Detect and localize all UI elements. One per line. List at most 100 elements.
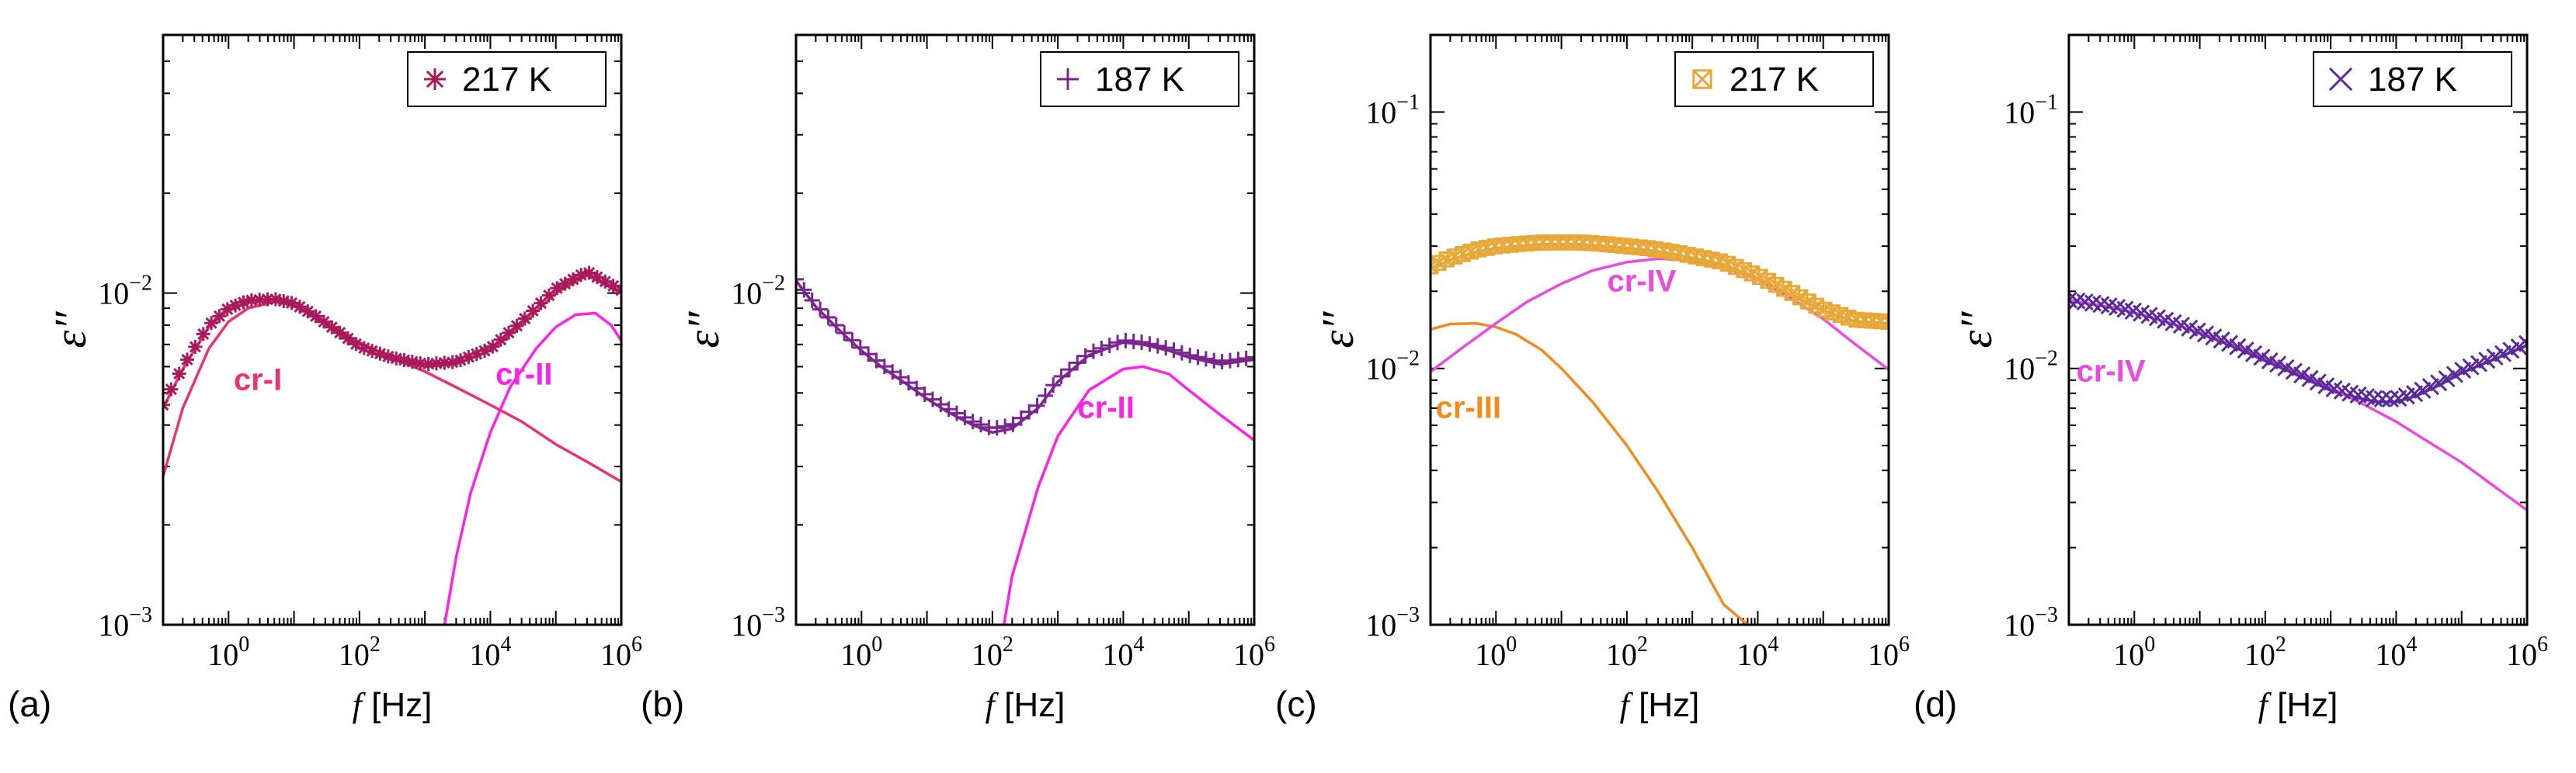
y-tick-label: 10−2 bbox=[2004, 347, 2058, 386]
data-point bbox=[957, 409, 973, 425]
data-point bbox=[2446, 366, 2463, 383]
data-point bbox=[2518, 335, 2527, 352]
data-point bbox=[949, 405, 965, 421]
data-point bbox=[1246, 349, 1254, 366]
data-point bbox=[1021, 404, 1038, 420]
x-tick-label: 104 bbox=[1736, 633, 1778, 672]
panel-letter: (a) bbox=[8, 684, 51, 724]
data-point bbox=[1149, 338, 1166, 354]
data-point bbox=[933, 397, 949, 413]
annotation-cr-iii: cr-III bbox=[1436, 391, 1501, 425]
data-point bbox=[1173, 345, 1190, 361]
data-point bbox=[1800, 293, 1816, 310]
data-point bbox=[1431, 258, 1439, 275]
x-axis-title: f [Hz] bbox=[353, 686, 433, 724]
data-point bbox=[2381, 390, 2400, 408]
data-point bbox=[812, 301, 829, 317]
panel-d: 100 102 104 106 10−3 10−2 10−1 cr-IV 187 K f [Hz]… bbox=[1914, 33, 2548, 724]
legend-label: 217 K bbox=[1730, 61, 1819, 99]
data-point bbox=[1134, 334, 1150, 350]
x-axis-title: f [Hz] bbox=[2258, 686, 2338, 724]
x-tick-label: 100 bbox=[2113, 633, 2155, 672]
data-point bbox=[1784, 285, 1801, 301]
y-tick-label: 10−2 bbox=[1365, 347, 1420, 386]
data-point bbox=[1880, 314, 1889, 330]
data-point bbox=[796, 282, 812, 298]
data-point bbox=[997, 418, 1013, 435]
y-tick-label: 10−1 bbox=[1365, 90, 1420, 130]
data-point bbox=[1053, 368, 1069, 384]
data-point bbox=[1158, 340, 1174, 356]
panel-letter: (c) bbox=[1275, 684, 1317, 724]
data-point bbox=[796, 271, 804, 287]
y-tick-label: 10−3 bbox=[98, 603, 152, 643]
data-point bbox=[1029, 397, 1045, 414]
data-point bbox=[885, 364, 901, 380]
legend-label: 217 K bbox=[462, 61, 551, 99]
x-tick-label: 106 bbox=[600, 633, 642, 672]
data-point bbox=[1061, 362, 1077, 378]
data-point bbox=[940, 401, 957, 418]
annotation-cr-ii: cr-II bbox=[495, 357, 552, 391]
data-point bbox=[900, 375, 916, 391]
y-tick-label: 10−3 bbox=[1365, 603, 1420, 643]
data-point bbox=[909, 380, 925, 397]
data-point bbox=[868, 352, 885, 369]
data-point bbox=[2438, 370, 2456, 388]
fit-curves bbox=[796, 279, 1254, 625]
x-tick-label: 102 bbox=[972, 633, 1013, 672]
legend: 187 K bbox=[1040, 51, 1239, 107]
panel-a: 100 102 104 106 10−3 10−2 cr-I cr-II 217 K f [Hz]… bbox=[8, 33, 642, 724]
data-point bbox=[325, 320, 339, 335]
legend-marker bbox=[2328, 67, 2353, 92]
data-point bbox=[317, 314, 332, 329]
fit-curves bbox=[163, 273, 621, 625]
data-point bbox=[614, 283, 621, 297]
data-point bbox=[196, 327, 210, 341]
plot-frame bbox=[794, 33, 1256, 626]
plot-frame bbox=[162, 33, 623, 626]
data-point bbox=[341, 331, 356, 346]
data-point bbox=[836, 325, 853, 341]
fit-curve-total-fit bbox=[796, 279, 1254, 435]
data-point bbox=[989, 420, 1005, 436]
y-tick-label: 10−3 bbox=[731, 603, 785, 643]
data-points bbox=[163, 265, 621, 412]
data-point bbox=[1182, 347, 1198, 363]
data-point bbox=[163, 397, 170, 412]
x-tick-label: 102 bbox=[1606, 633, 1648, 672]
annotation-cr-ii: cr-II bbox=[1078, 391, 1135, 425]
tick-marks bbox=[2068, 34, 2527, 626]
data-point bbox=[1037, 387, 1053, 404]
x-tick-label: 100 bbox=[840, 633, 882, 672]
legend-box bbox=[1674, 51, 1874, 107]
y-tick-label: 10−3 bbox=[2004, 603, 2058, 643]
data-point bbox=[180, 352, 195, 367]
panel-c: 100 102 104 106 10−3 10−2 10−1 cr-IV cr-III 217 K… bbox=[1275, 33, 1910, 724]
fit-curve-cr-ii bbox=[443, 311, 621, 625]
panel-letter: (d) bbox=[1914, 684, 1957, 724]
legend-label: 187 K bbox=[1095, 61, 1184, 99]
data-points bbox=[2069, 291, 2527, 408]
data-point bbox=[965, 414, 981, 430]
annotation-cr-i: cr-I bbox=[234, 363, 282, 397]
data-point bbox=[1045, 377, 1062, 393]
x-tick-label: 102 bbox=[339, 633, 381, 672]
plot-frame bbox=[2067, 33, 2529, 626]
data-point bbox=[164, 382, 179, 397]
x-tick-label: 102 bbox=[2244, 633, 2286, 672]
data-point bbox=[1077, 348, 1093, 364]
fit-curve-cr-iv bbox=[2069, 298, 2527, 511]
legend-marker bbox=[424, 68, 446, 90]
x-tick-label: 104 bbox=[469, 633, 511, 672]
y-axis-title: ε″ bbox=[45, 311, 96, 348]
data-point bbox=[1190, 349, 1206, 366]
legend: 217 K bbox=[1674, 51, 1874, 107]
data-point bbox=[1069, 355, 1086, 371]
data-point bbox=[1760, 272, 1777, 289]
x-tick-label: 100 bbox=[207, 633, 249, 672]
data-points bbox=[1431, 234, 1889, 330]
data-point bbox=[1013, 410, 1029, 426]
data-point bbox=[1166, 342, 1182, 359]
y-axis-title: ε″ bbox=[1951, 311, 2001, 348]
